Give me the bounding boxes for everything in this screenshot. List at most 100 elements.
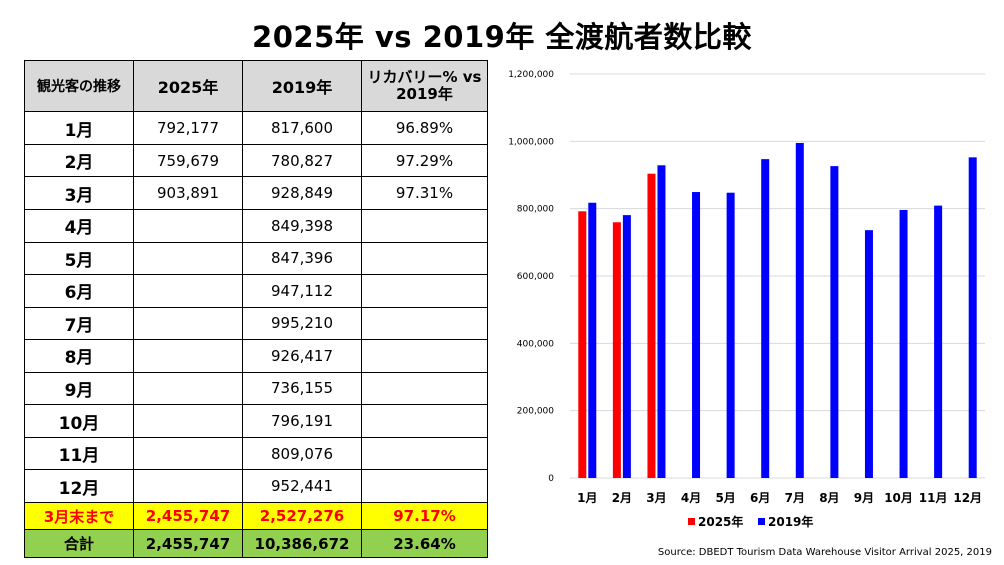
value-2025-cell xyxy=(133,306,243,341)
bar-2019 xyxy=(899,209,908,478)
value-2019-cell: 926,417 xyxy=(242,339,362,373)
table-row: 12月 952,441 xyxy=(24,469,488,503)
x-tick-label: 1月 xyxy=(577,491,597,505)
total-label: 合計 xyxy=(24,529,134,558)
recovery-cell: 97.31% xyxy=(361,176,488,210)
bar-2025 xyxy=(612,222,621,478)
table-row: 5月 847,396 xyxy=(24,241,488,276)
value-2019-cell: 780,827 xyxy=(242,143,362,178)
x-tick-label: 5月 xyxy=(715,491,735,505)
month-cell: 2月 xyxy=(24,143,134,178)
header-cell-category: 観光客の推移 xyxy=(24,59,134,113)
header-cell-2019: 2019年 xyxy=(242,59,362,113)
y-tick-label: 1,000,000 xyxy=(508,137,554,147)
month-cell: 8月 xyxy=(24,339,134,373)
y-tick-label: 0 xyxy=(548,474,554,484)
recovery-cell xyxy=(361,404,488,438)
bar-2019 xyxy=(968,157,977,479)
value-2019-cell: 849,398 xyxy=(242,208,362,243)
table-row: 1月 792,177 817,600 96.89% xyxy=(24,111,488,145)
y-tick-label: 600,000 xyxy=(517,272,554,282)
subtotal-2025: 2,455,747 xyxy=(133,501,243,531)
value-2019-cell: 809,076 xyxy=(242,436,362,471)
bar-2019 xyxy=(588,202,597,478)
header-cell-2025: 2025年 xyxy=(133,59,243,113)
y-tick-label: 1,200,000 xyxy=(508,70,554,80)
table-row: 8月 926,417 xyxy=(24,339,488,373)
table-row: 7月 995,210 xyxy=(24,306,488,341)
value-2025-cell: 792,177 xyxy=(133,111,243,145)
page-title: 2025年 vs 2019年 全渡航者数比較 xyxy=(252,20,752,54)
value-2025-cell xyxy=(133,436,243,471)
legend-label-1: 2019年 xyxy=(768,514,813,529)
subtotal-recovery: 97.17% xyxy=(361,501,488,531)
legend-swatch-1 xyxy=(758,518,765,525)
month-cell: 9月 xyxy=(24,371,134,406)
total-row: 合計 2,455,747 10,386,672 23.64% xyxy=(24,529,488,558)
x-tick-label: 7月 xyxy=(785,491,805,505)
month-cell: 10月 xyxy=(24,404,134,438)
table-row: 11月 809,076 xyxy=(24,436,488,471)
table-header-row: 観光客の推移 2025年 2019年 リカバリー% vs 2019年 xyxy=(24,59,488,113)
month-cell: 6月 xyxy=(24,274,134,308)
recovery-cell xyxy=(361,436,488,471)
x-tick-label: 2月 xyxy=(612,491,632,505)
recovery-cell xyxy=(361,208,488,243)
x-tick-label: 8月 xyxy=(819,491,839,505)
month-cell: 7月 xyxy=(24,306,134,341)
month-cell: 5月 xyxy=(24,241,134,276)
value-2025-cell xyxy=(133,404,243,438)
month-cell: 11月 xyxy=(24,436,134,471)
value-2025-cell: 759,679 xyxy=(133,143,243,178)
bar-2019 xyxy=(622,215,631,478)
subtotal-label: 3月末まで xyxy=(24,501,134,531)
x-tick-label: 3月 xyxy=(646,491,666,505)
y-tick-label: 400,000 xyxy=(517,339,554,349)
bar-2019 xyxy=(726,192,735,478)
recovery-cell xyxy=(361,339,488,373)
value-2019-cell: 817,600 xyxy=(242,111,362,145)
recovery-cell xyxy=(361,306,488,341)
y-tick-label: 200,000 xyxy=(517,407,554,417)
table-row: 9月 736,155 xyxy=(24,371,488,406)
recovery-cell: 96.89% xyxy=(361,111,488,145)
x-tick-label: 12月 xyxy=(953,491,982,505)
bar-2019 xyxy=(692,192,701,478)
x-tick-label: 9月 xyxy=(854,491,874,505)
value-2025-cell xyxy=(133,241,243,276)
total-2019: 10,386,672 xyxy=(242,529,362,558)
bar-2019 xyxy=(864,230,873,478)
month-cell: 3月 xyxy=(24,176,134,210)
table-row: 3月 903,891 928,849 97.31% xyxy=(24,176,488,210)
table-row: 4月 849,398 xyxy=(24,208,488,243)
recovery-cell xyxy=(361,469,488,503)
subtotal-2019: 2,527,276 xyxy=(242,501,362,531)
month-cell: 1月 xyxy=(24,111,134,145)
value-2019-cell: 736,155 xyxy=(242,371,362,406)
total-recovery: 23.64% xyxy=(361,529,488,558)
value-2019-cell: 952,441 xyxy=(242,469,362,503)
recovery-cell: 97.29% xyxy=(361,143,488,178)
value-2025-cell: 903,891 xyxy=(133,176,243,210)
value-2025-cell xyxy=(133,469,243,503)
bar-2025 xyxy=(578,211,587,478)
month-cell: 12月 xyxy=(24,469,134,503)
visitor-table: 観光客の推移 2025年 2019年 リカバリー% vs 2019年 1月 792… xyxy=(24,59,488,558)
value-2019-cell: 847,396 xyxy=(242,241,362,276)
table-row: 6月 947,112 xyxy=(24,274,488,308)
x-tick-label: 10月 xyxy=(884,491,913,505)
value-2025-cell xyxy=(133,208,243,243)
value-2025-cell xyxy=(133,371,243,406)
bar-2019 xyxy=(795,142,804,478)
x-tick-label: 11月 xyxy=(919,491,948,505)
header-cell-recovery: リカバリー% vs 2019年 xyxy=(361,59,488,113)
legend-swatch-0 xyxy=(688,518,695,525)
month-cell: 4月 xyxy=(24,208,134,243)
table-row: 10月 796,191 xyxy=(24,404,488,438)
bar-2025 xyxy=(647,173,656,478)
y-tick-label: 800,000 xyxy=(517,205,554,215)
legend-label-0: 2025年 xyxy=(698,514,743,529)
source-note: Source: DBEDT Tourism Data Warehouse Vis… xyxy=(657,547,992,558)
x-tick-label: 6月 xyxy=(750,491,770,505)
value-2025-cell xyxy=(133,339,243,373)
